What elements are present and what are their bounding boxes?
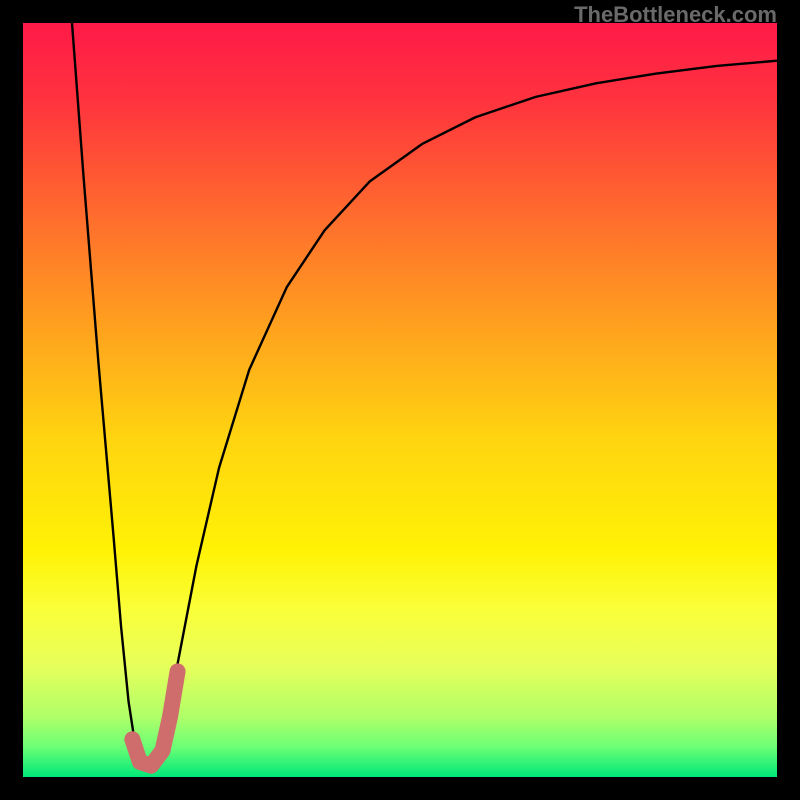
chart-background	[23, 23, 777, 777]
chart-svg	[0, 0, 800, 800]
watermark-text: TheBottleneck.com	[574, 2, 777, 28]
chart-frame: TheBottleneck.com	[0, 0, 800, 800]
